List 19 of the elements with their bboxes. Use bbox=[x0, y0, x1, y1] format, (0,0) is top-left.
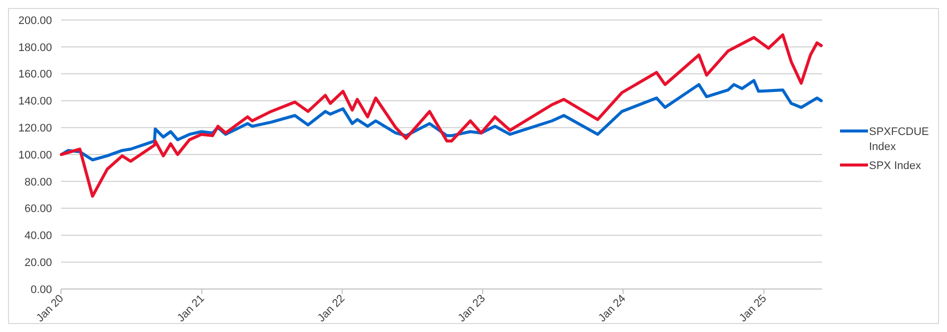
y-tick-label: 80.00 bbox=[24, 176, 52, 188]
legend-label: SPXFCDUE Index bbox=[869, 126, 929, 153]
y-tick-label: 200.00 bbox=[18, 14, 52, 27]
y-tick-label: 180.00 bbox=[18, 42, 52, 54]
y-tick-label: 140.00 bbox=[18, 96, 52, 108]
line-series bbox=[60, 33, 823, 198]
x-tick-label: Jan 21 bbox=[175, 292, 207, 324]
line-series bbox=[60, 79, 823, 162]
y-tick-label: 100.00 bbox=[18, 149, 52, 162]
x-tick-label: Jan 25 bbox=[737, 292, 770, 324]
x-tick-label: Jan 24 bbox=[596, 292, 628, 324]
y-tick-label: 160.00 bbox=[18, 68, 52, 81]
x-tick-label: Jan 22 bbox=[316, 292, 348, 324]
y-tick-label: 120.00 bbox=[18, 122, 52, 134]
x-tick-label: Jan 23 bbox=[456, 292, 488, 324]
legend-label: SPX Index bbox=[869, 160, 922, 172]
y-tick-label: 60.00 bbox=[24, 203, 52, 216]
y-tick-label: 20.00 bbox=[24, 256, 52, 269]
y-tick-label: 40.00 bbox=[24, 230, 52, 242]
